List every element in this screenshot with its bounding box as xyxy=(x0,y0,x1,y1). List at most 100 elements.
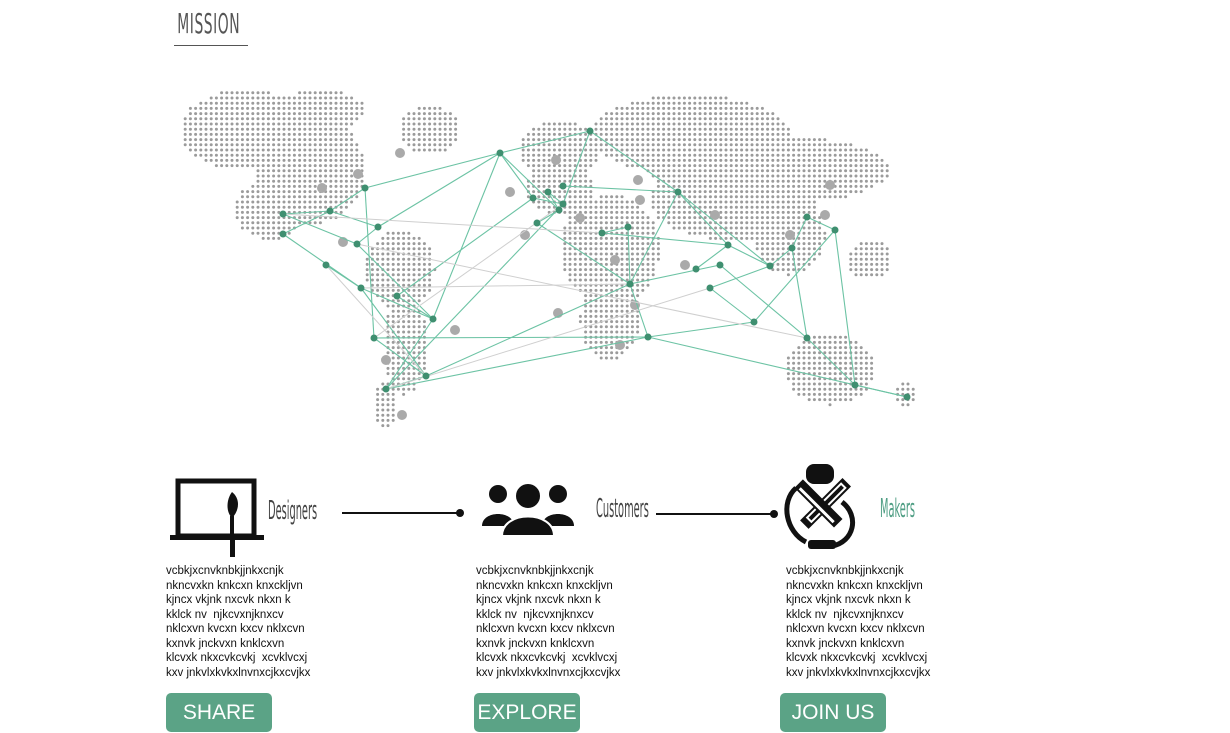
map-dot xyxy=(781,127,785,131)
map-dot xyxy=(428,106,432,110)
join-us-button[interactable]: JOIN US xyxy=(780,693,886,732)
map-dot xyxy=(812,377,816,381)
map-dot xyxy=(542,169,546,173)
map-dot xyxy=(610,210,614,214)
network-line xyxy=(425,283,631,377)
highlight-dot xyxy=(820,210,830,220)
map-dot xyxy=(246,221,250,225)
map-dot xyxy=(766,200,770,204)
map-dot xyxy=(740,169,744,173)
map-dot xyxy=(563,122,567,126)
map-dot xyxy=(573,127,577,131)
explore-button[interactable]: EXPLORE xyxy=(474,693,580,732)
map-dot xyxy=(724,226,728,230)
map-dot xyxy=(292,195,296,199)
map-dot xyxy=(251,216,255,220)
map-dot xyxy=(740,210,744,214)
map-dot xyxy=(391,273,395,277)
share-button[interactable]: SHARE xyxy=(166,693,272,732)
map-dot xyxy=(277,106,281,110)
map-dot xyxy=(656,96,660,100)
map-dot xyxy=(287,106,291,110)
map-dot xyxy=(682,179,686,183)
map-dot xyxy=(677,164,681,168)
map-dot xyxy=(402,262,406,266)
map-dot xyxy=(568,195,572,199)
map-dot xyxy=(745,138,749,142)
map-dot xyxy=(298,117,302,121)
map-dot xyxy=(656,179,660,183)
map-dot xyxy=(703,138,707,142)
map-dot xyxy=(604,247,608,251)
map-dot xyxy=(256,153,260,157)
map-dot xyxy=(849,366,853,370)
map-dot xyxy=(194,148,198,152)
map-dot xyxy=(838,392,842,396)
map-dot xyxy=(766,226,770,230)
map-dot xyxy=(615,153,619,157)
map-dot xyxy=(402,377,406,381)
network-node xyxy=(382,385,390,393)
map-dot xyxy=(802,195,806,199)
map-dot xyxy=(214,138,218,142)
map-dot xyxy=(724,221,728,225)
map-dot xyxy=(812,216,816,220)
map-dot xyxy=(391,314,395,318)
map-dot xyxy=(630,122,634,126)
map-dot xyxy=(630,153,634,157)
map-dot xyxy=(662,210,666,214)
map-dot xyxy=(604,226,608,230)
map-dot xyxy=(532,164,536,168)
map-dot xyxy=(604,288,608,292)
map-dot xyxy=(620,262,624,266)
map-dot xyxy=(844,143,848,147)
map-dot xyxy=(386,278,390,282)
map-dot xyxy=(235,210,239,214)
map-dot xyxy=(802,257,806,261)
map-dot xyxy=(755,143,759,147)
map-dot xyxy=(303,205,307,209)
map-dot xyxy=(391,340,395,344)
map-dot xyxy=(688,101,692,105)
map-dot xyxy=(620,158,624,162)
map-dot xyxy=(563,174,567,178)
map-dot xyxy=(303,96,307,100)
map-dot xyxy=(594,200,598,204)
map-dot xyxy=(625,346,629,350)
map-dot xyxy=(214,112,218,116)
map-dot xyxy=(864,174,868,178)
map-dot xyxy=(402,231,406,235)
map-dot xyxy=(870,273,874,277)
map-dot xyxy=(589,273,593,277)
map-dot xyxy=(412,294,416,298)
map-dot xyxy=(376,403,380,407)
map-dot xyxy=(797,164,801,168)
map-dot xyxy=(677,122,681,126)
map-dot xyxy=(812,169,816,173)
map-dot xyxy=(303,112,307,116)
map-dot xyxy=(641,122,645,126)
map-dot xyxy=(599,195,603,199)
map-dot xyxy=(797,205,801,209)
map-dot xyxy=(532,179,536,183)
map-dot xyxy=(225,148,229,152)
map-dot xyxy=(688,143,692,147)
map-dot xyxy=(209,132,213,136)
map-dot xyxy=(823,351,827,355)
map-dot xyxy=(786,242,790,246)
map-dot xyxy=(615,195,619,199)
map-dot xyxy=(745,153,749,157)
map-dot xyxy=(620,257,624,261)
map-dot xyxy=(318,148,322,152)
map-dot xyxy=(391,356,395,360)
map-dot xyxy=(870,372,874,376)
map-dot xyxy=(771,200,775,204)
map-dot xyxy=(240,226,244,230)
map-dot xyxy=(298,112,302,116)
map-dot xyxy=(911,398,915,402)
map-dot xyxy=(625,164,629,168)
map-dot xyxy=(287,138,291,142)
map-dot xyxy=(272,101,276,105)
network-node xyxy=(429,315,437,323)
map-dot xyxy=(740,200,744,204)
